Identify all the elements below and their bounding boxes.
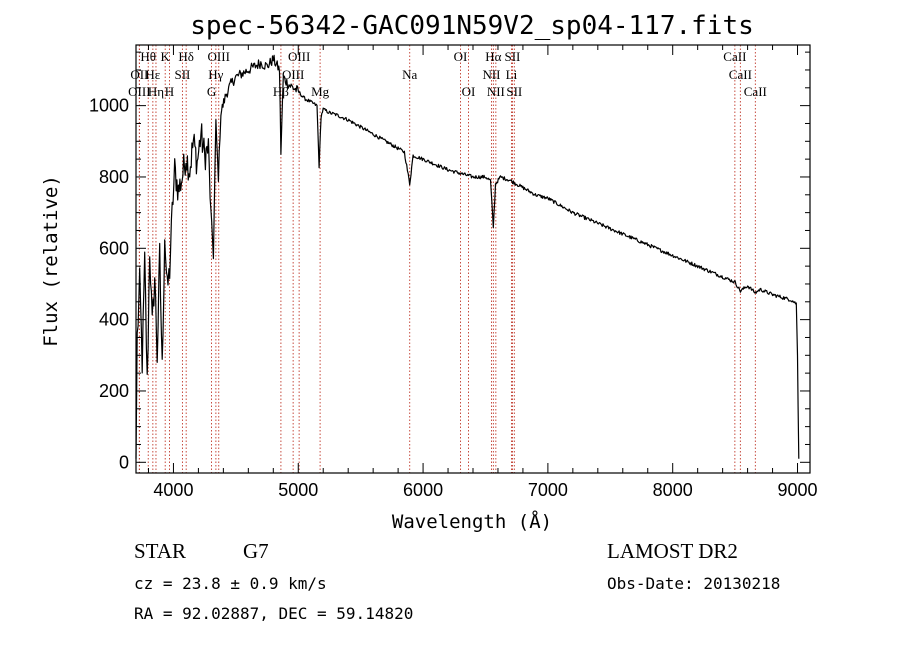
spectral-line-label: Hε: [145, 67, 160, 82]
spectral-line-label: SII: [504, 49, 520, 64]
spectral-line-label: OI: [454, 49, 468, 64]
spectral-line-labels: Hθ OII OIII Hε Hη K H Hδ SII OIII Hγ G Hβ OIII OIII Mg N…: [128, 49, 767, 99]
spectrum-series-line: [135, 54, 800, 459]
spectral-line-label: Hη: [148, 84, 164, 99]
spectral-line-label: G: [207, 84, 216, 99]
y-axis-label: Flux (relative): [40, 175, 62, 347]
x-axis-label: Wavelength (Å): [392, 510, 552, 533]
spectral-line-label: SII: [506, 84, 522, 99]
spectral-line-label: OII: [130, 67, 148, 82]
object-subclass: G7: [243, 539, 269, 563]
spectral-line-label: Hβ: [273, 84, 289, 99]
spectral-line-label: OI: [462, 84, 476, 99]
spectral-line-label: Hθ: [140, 49, 156, 64]
spectral-line-label: Hγ: [208, 67, 223, 82]
y-tick-label: 0: [119, 452, 129, 472]
object-class: STAR: [134, 539, 186, 563]
spectral-line-label: NII: [487, 84, 505, 99]
y-tick-label: 400: [99, 310, 129, 330]
x-axis-ticks: 4000 5000 6000 7000 8000 9000: [147, 45, 818, 500]
x-tick-label: 4000: [153, 480, 193, 500]
spectral-line-label: OIII: [208, 49, 230, 64]
spectral-line-label: Hα: [485, 49, 501, 64]
y-tick-label: 800: [99, 167, 129, 187]
spectral-line-label: OIII: [282, 67, 304, 82]
y-tick-label: 600: [99, 238, 129, 258]
spectral-line-label: CaII: [729, 67, 752, 82]
spectral-line-label: Mg: [311, 84, 330, 99]
spectral-line-label: OIII: [128, 84, 150, 99]
coordinates: RA = 92.02887, DEC = 59.14820: [134, 604, 413, 623]
spectral-line-label: Li: [506, 67, 518, 82]
survey-name: LAMOST DR2: [607, 539, 738, 563]
spectral-line-label: Hδ: [178, 49, 194, 64]
spectral-line-label: CaII: [744, 84, 767, 99]
y-axis-ticks: 0 200 400 600 800 1000: [89, 51, 810, 472]
spectral-lines-layer: [138, 45, 756, 473]
x-tick-label: 5000: [278, 480, 318, 500]
spectral-line-label: NII: [482, 67, 500, 82]
spectral-line-label: OIII: [288, 49, 310, 64]
spectral-line-label: Na: [402, 67, 417, 82]
plot-frame: [135, 44, 811, 474]
y-tick-label: 200: [99, 381, 129, 401]
x-tick-label: 9000: [777, 480, 817, 500]
spectral-line-label: CaII: [723, 49, 746, 64]
y-tick-label: 1000: [89, 96, 129, 116]
chart-title: spec-56342-GAC091N59V2_sp04-117.fits: [190, 11, 754, 41]
x-tick-label: 8000: [653, 480, 693, 500]
spectral-line-label: H: [165, 84, 174, 99]
x-tick-label: 7000: [528, 480, 568, 500]
observation-date: Obs-Date: 20130218: [607, 574, 780, 593]
spectral-line-label: SII: [174, 67, 190, 82]
redshift-cz: cz = 23.8 ± 0.9 km/s: [134, 574, 327, 593]
spectral-line-label: K: [161, 49, 171, 64]
x-tick-label: 6000: [403, 480, 443, 500]
